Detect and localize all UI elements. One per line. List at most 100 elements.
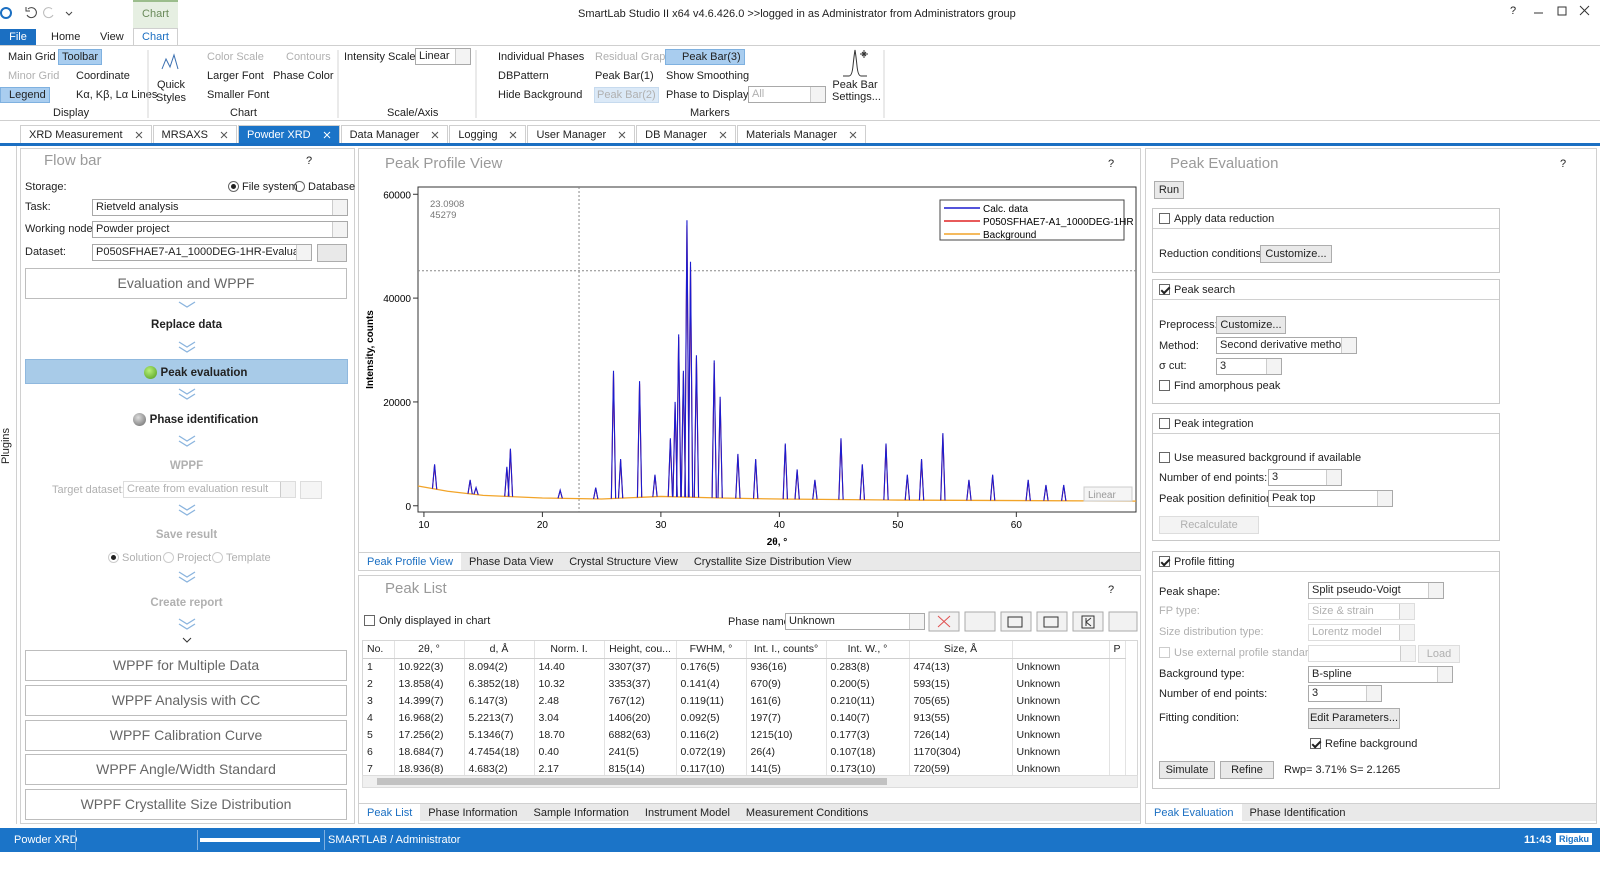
step[interactable]: Peak evaluation (25, 366, 348, 379)
workflow-button[interactable]: WPPF for Multiple Data (25, 650, 347, 681)
customize-button[interactable]: Customize... (1260, 245, 1332, 263)
step[interactable]: Create report (150, 597, 223, 609)
window-controls[interactable] (1530, 4, 1596, 18)
step[interactable]: Replace data (151, 319, 222, 331)
view-tab[interactable]: Measurement Conditions (745, 807, 869, 819)
ribbon-button[interactable]: Peak Bar(2) (594, 87, 659, 103)
recalculate-button[interactable]: Recalculate (1159, 516, 1259, 534)
document-tab[interactable]: Data Manager (340, 125, 449, 143)
tab-close[interactable] (618, 130, 626, 139)
ribbon-button[interactable]: Kα, Kβ, Lα Lines (76, 89, 158, 101)
ribbon-button[interactable]: DBPattern (498, 70, 549, 82)
edit-button[interactable]: Edit Parameters... (1308, 708, 1400, 729)
peak-shape-select[interactable]: Split pseudo-Voigt (1308, 582, 1444, 599)
tab-close[interactable] (220, 130, 228, 139)
radio[interactable]: Template (212, 552, 271, 564)
workflow-button[interactable]: WPPF Crystallite Size Distribution (25, 789, 347, 820)
ribbon-tab[interactable]: View (100, 31, 124, 43)
ribbon-tab[interactable]: File (0, 29, 36, 45)
view-tab[interactable]: Instrument Model (644, 807, 730, 819)
target-button[interactable] (300, 481, 322, 499)
simulate-button[interactable]: Simulate (1159, 761, 1215, 779)
background-select[interactable]: B-spline (1308, 666, 1453, 683)
workflow-button[interactable]: WPPF Calibration Curve (25, 720, 347, 751)
ribbon-button[interactable]: Individual Phases (498, 51, 585, 63)
help-button[interactable]: ? (1108, 158, 1115, 170)
step[interactable]: Phase identification (25, 413, 348, 426)
radio[interactable]: Project (163, 552, 211, 564)
column-header[interactable]: 2θ, ° (394, 641, 465, 659)
document-tab[interactable]: XRD Measurement (20, 125, 152, 143)
ribbon-button[interactable]: Minor Grid (8, 70, 60, 82)
table-row[interactable]: 6 18.684(7) 4.7454(18) 0.40 241(5) 0.072(19) 2… (363, 743, 1126, 760)
tab-close[interactable] (509, 130, 517, 139)
scale-badge[interactable] (1083, 486, 1133, 502)
ribbon-button[interactable]: Coordinate (76, 70, 130, 82)
step[interactable]: WPPF (169, 460, 204, 472)
external-select[interactable] (1308, 645, 1416, 662)
view-tab[interactable]: Peak Profile View (359, 553, 462, 570)
column-header[interactable]: Norm. I. (534, 641, 605, 659)
document-tab[interactable]: MRSAXS (152, 125, 238, 143)
ribbon-button[interactable]: Color Scale (207, 51, 264, 63)
workflow-button[interactable]: Evaluation and WPPF (25, 268, 347, 299)
tab-close[interactable] (849, 130, 857, 139)
document-tab[interactable]: User Manager (527, 125, 636, 143)
size-dist-select[interactable]: Lorentz model (1308, 624, 1415, 641)
step[interactable]: Save result (155, 529, 218, 541)
dataset-button[interactable] (317, 244, 347, 262)
checkbox[interactable]: Only displayed in chart (364, 615, 490, 627)
column-header[interactable]: FWHM, ° (676, 641, 747, 659)
column-header[interactable]: d, Å (464, 641, 535, 659)
position-select[interactable]: Peak top (1268, 490, 1393, 507)
view-tab[interactable]: Crystal Structure View (569, 556, 678, 568)
sigma-input[interactable]: 3 (1216, 358, 1282, 375)
table-row[interactable]: 1 10.922(3) 8.094(2) 14.40 3307(37) 0.176(5) 9… (363, 658, 1126, 675)
tab-close[interactable] (323, 130, 331, 139)
table-row[interactable]: 5 17.256(2) 5.1346(7) 18.70 6882(63) 0.116(2)… (363, 726, 1126, 743)
view-tab[interactable]: Crystallite Size Distribution View (693, 556, 852, 568)
workflow-button[interactable]: WPPF Angle/Width Standard (25, 754, 347, 785)
ribbon-button[interactable]: Show Smoothing (666, 70, 750, 82)
ribbon-button[interactable]: Quick Styles (156, 79, 186, 104)
plugins-tab[interactable]: Plugins (0, 427, 13, 465)
column-header[interactable]: Height, cou... (604, 641, 677, 659)
view-tab[interactable]: Sample Information (533, 807, 629, 819)
customize-button[interactable]: Customize... (1216, 316, 1286, 334)
section-header[interactable]: Apply data reduction (1153, 209, 1499, 229)
dataset-select[interactable]: P050SFHAE7-A1_1000DEG-1HR-Evaluation (92, 244, 312, 261)
radio[interactable]: Database (294, 181, 355, 193)
h-scrollbar[interactable] (362, 775, 1138, 788)
tab-close[interactable] (135, 130, 143, 139)
checkbox[interactable]: Use measured background if available (1159, 452, 1361, 464)
tab-close[interactable] (431, 130, 439, 139)
task-select[interactable]: Rietveld analysis (92, 199, 348, 216)
column-header[interactable]: Int. I., counts° (746, 641, 827, 659)
ribbon-button[interactable]: Legend (0, 87, 50, 103)
run-button[interactable]: Run (1154, 181, 1184, 199)
method-select[interactable]: Second derivative method (1216, 337, 1357, 354)
section-header[interactable]: Peak integration (1153, 414, 1499, 434)
radio[interactable]: File system (228, 181, 298, 193)
radio[interactable]: Solution (108, 552, 162, 564)
node-select[interactable]: Powder project (92, 221, 348, 238)
tab-close[interactable] (719, 130, 727, 139)
document-tab[interactable]: Powder XRD (238, 125, 340, 143)
section-header[interactable]: Peak search (1153, 280, 1499, 300)
help-button[interactable]: ? (306, 155, 313, 167)
table-row[interactable]: 4 16.968(2) 5.2213(7) 3.04 1406(20) 0.092(5) 1… (363, 709, 1126, 726)
document-tab[interactable]: DB Manager (636, 125, 736, 143)
end-points-input[interactable]: 3 (1308, 685, 1382, 702)
column-header[interactable]: Int. W., ° (826, 641, 910, 659)
intensity-scale-select[interactable]: Linear (415, 48, 471, 65)
help-button[interactable]: ? (1510, 5, 1517, 17)
load-button[interactable]: Load (1418, 645, 1460, 663)
column-header[interactable]: P (1109, 641, 1126, 659)
document-tab[interactable]: Logging (449, 125, 527, 143)
phase-select[interactable]: All (748, 86, 826, 103)
ribbon-tab[interactable]: Home (51, 31, 81, 43)
ribbon-button[interactable]: Smaller Font (207, 89, 270, 101)
view-tab[interactable]: Phase Data View (469, 556, 554, 568)
help-button[interactable]: ? (1108, 584, 1115, 596)
context-tab[interactable]: Chart (133, 0, 178, 29)
